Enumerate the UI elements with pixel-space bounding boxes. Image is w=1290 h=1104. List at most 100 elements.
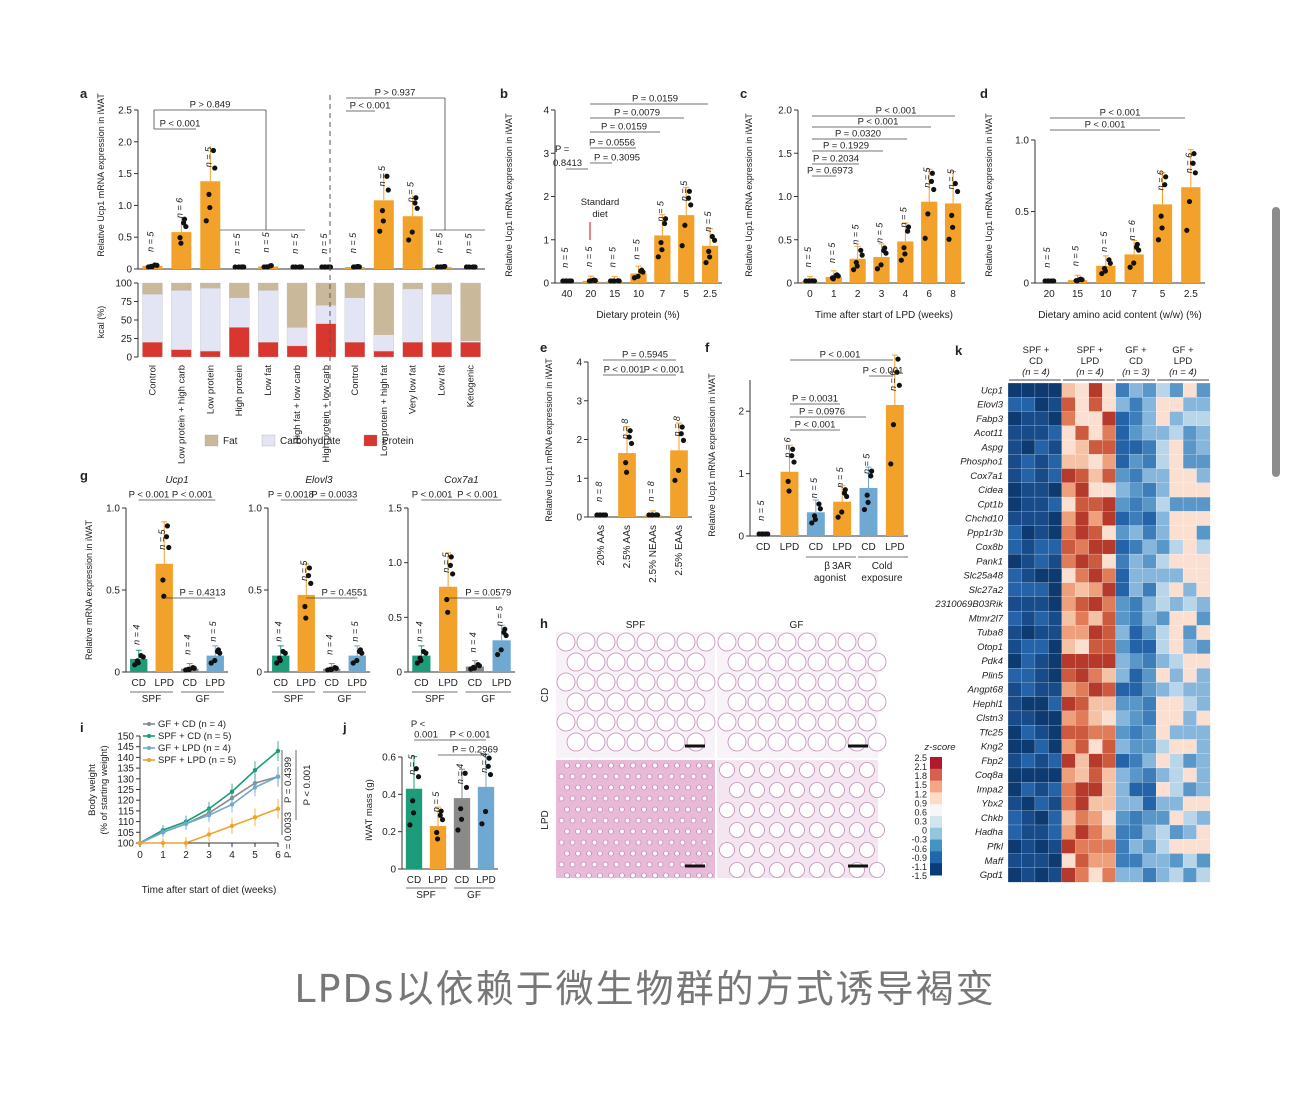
a-point <box>409 229 415 235</box>
j-point <box>458 806 464 812</box>
h-adipocyte <box>569 839 576 846</box>
d-point <box>1133 244 1140 250</box>
h-adipocyte <box>857 632 877 652</box>
h-adipocyte <box>608 872 614 879</box>
i-legend-label: SPF + CD (n = 5) <box>158 731 231 742</box>
a-kcal-y-tick-label: 100 <box>115 279 132 290</box>
k-heatmap-cell <box>1169 482 1184 498</box>
k-heatmap-cell <box>1115 496 1130 512</box>
k-heatmap-cell <box>1102 796 1117 812</box>
h-adipocyte <box>676 712 696 732</box>
k-gene-label: Gpd1 <box>980 870 1003 881</box>
c-y-tick-label: 1.0 <box>778 192 792 203</box>
k-heatmap-cell <box>1034 682 1049 698</box>
k-heatmap-cell <box>1088 625 1103 641</box>
a-kcal-segment-protein <box>257 342 279 358</box>
k-heatmap-cell <box>1196 668 1211 683</box>
j-point <box>485 763 491 769</box>
scrollbar[interactable] <box>1272 207 1280 477</box>
k-heatmap-cell <box>1021 610 1036 626</box>
d-n-label: n = 5 <box>1099 231 1109 252</box>
k-heatmap-cell <box>1061 525 1076 541</box>
k-heatmap-cell <box>1075 425 1090 441</box>
b-x-tick-label: 10 <box>633 289 645 300</box>
b-point <box>703 259 709 266</box>
h-adipocyte <box>591 839 598 846</box>
h-adipocyte <box>580 795 587 802</box>
k-heatmap-cell <box>1034 468 1049 484</box>
f-bar <box>833 501 852 536</box>
k-scale-tick-label: -1.1 <box>911 862 927 872</box>
k-heatmap-cell <box>1182 782 1197 797</box>
d-bar <box>1152 204 1173 283</box>
k-heatmap-cell <box>1075 582 1090 598</box>
d-point <box>1155 237 1162 243</box>
a-y-tick-label: 0.5 <box>118 233 132 244</box>
k-heatmap-cell <box>1034 782 1049 797</box>
a-point <box>384 173 390 179</box>
h-adipocyte <box>641 872 647 879</box>
k-heatmap-cell <box>1021 682 1036 698</box>
e-x-tick-label: 2.5% NEAAs <box>648 525 659 583</box>
k-heatmap-cell <box>1142 382 1157 398</box>
h-adipocyte <box>701 817 708 824</box>
k-gene-label: Tfc25 <box>979 727 1003 738</box>
k-heatmap-cell <box>1061 824 1076 840</box>
k-heatmap-cell <box>1182 553 1197 569</box>
k-heatmap-cell <box>1088 411 1103 427</box>
a-n-label: n = 5 <box>348 232 358 253</box>
k-heatmap-cell <box>1156 439 1171 455</box>
h-adipocyte <box>636 672 656 692</box>
k-heatmap-cell <box>1048 525 1063 541</box>
h-adipocyte <box>668 861 675 868</box>
k-heatmap-cell <box>1075 796 1090 812</box>
k-scale-tick-label: -0.3 <box>911 835 927 845</box>
k-heatmap-cell <box>1156 839 1171 854</box>
b-y-tick-label: 1 <box>543 235 549 246</box>
k-heatmap-cell <box>1088 439 1103 455</box>
b-annotation: diet <box>592 209 608 220</box>
g-group-label: SPF <box>425 694 444 705</box>
k-heatmap-cell <box>1129 867 1144 883</box>
k-heatmap-cell <box>1007 753 1022 769</box>
h-adipocyte <box>602 795 609 802</box>
g-y-tick-label: 0 <box>396 668 402 679</box>
i-stat-label: P = 0.0033 <box>283 812 294 858</box>
k-heatmap-cell <box>1129 411 1144 427</box>
h-adipocyte <box>676 672 696 692</box>
d-n-label: n = 5 <box>1071 245 1081 266</box>
k-heatmap-cell <box>1102 610 1117 626</box>
b-point <box>658 239 664 246</box>
k-heatmap-cell <box>1196 496 1211 512</box>
k-heatmap-cell <box>1142 397 1157 412</box>
k-heatmap-cell <box>1034 496 1049 512</box>
g-x-tick-label: CD <box>274 678 288 689</box>
a-y-tick-label: 0 <box>126 265 132 276</box>
h-adipocyte <box>597 850 603 857</box>
f-point <box>869 468 875 474</box>
d-y-tick-label: 1.0 <box>1015 136 1029 147</box>
b-point <box>591 277 597 283</box>
k-heatmap-cell <box>1102 867 1117 883</box>
i-x-tick-label: 3 <box>206 850 212 861</box>
j-point <box>455 827 461 833</box>
h-adipocyte <box>679 861 686 868</box>
b-y-tick-label: 2 <box>543 192 549 203</box>
k-heatmap-cell <box>1156 610 1171 626</box>
a-x-tick-label: Low fat <box>263 365 274 396</box>
k-heatmap-cell <box>1196 839 1211 854</box>
k-heatmap-cell <box>1061 539 1076 555</box>
k-heatmap-cell <box>1075 668 1090 683</box>
h-adipocyte <box>613 817 620 824</box>
b-stat-label: P = 0.0556 <box>589 138 635 149</box>
g-subplot-title: Cox7a1 <box>444 475 478 486</box>
h-adipocyte <box>569 795 576 802</box>
k-heatmap-cell <box>1115 824 1130 840</box>
h-adipocyte <box>636 712 656 732</box>
a-kcal-segment-protein <box>171 349 192 358</box>
j-point <box>458 816 465 822</box>
k-scale-tick-label: 0.6 <box>914 807 927 817</box>
a-kcal-segment-fat <box>431 282 452 295</box>
i-x-tick-label: 5 <box>252 850 258 861</box>
a-x-tick-label: Low protein + high fat <box>379 365 390 456</box>
